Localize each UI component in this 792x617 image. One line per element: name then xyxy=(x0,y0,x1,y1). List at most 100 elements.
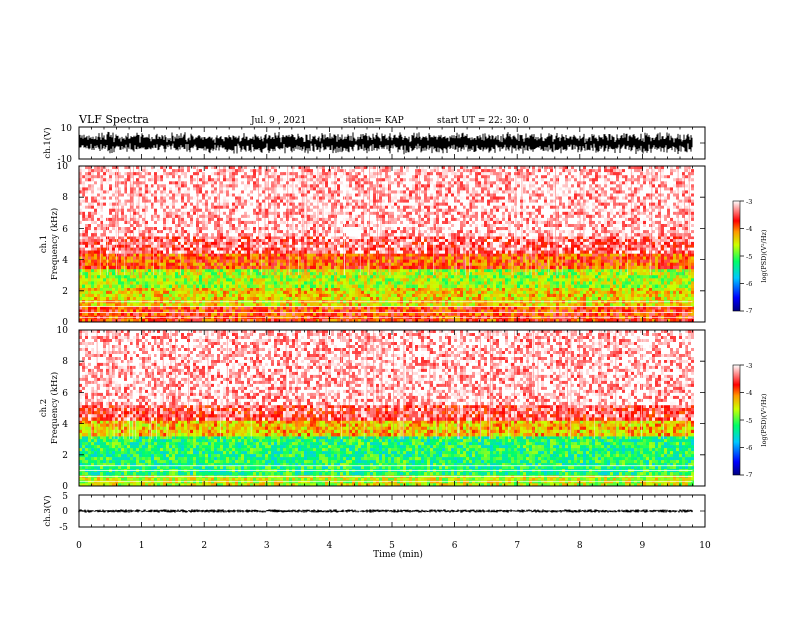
ch1-spectrogram-bands xyxy=(79,166,694,322)
ch1-spectrogram-cell xyxy=(295,294,298,297)
ch1-spectrogram-cell xyxy=(514,313,517,316)
ch1-spectrogram-cell xyxy=(94,281,97,284)
ch1-spectrogram-cell xyxy=(460,288,463,291)
ch1-spectrogram-cell xyxy=(661,313,664,316)
ch1-spectrogram-cell xyxy=(472,288,475,291)
ch1-spectrogram-cell xyxy=(91,272,94,275)
ch1-spectrogram-cell xyxy=(592,306,595,309)
ch1-spectrogram-cell xyxy=(424,313,427,316)
ch1-spectrogram-cell xyxy=(397,306,400,309)
ch1-spectrogram-cell xyxy=(133,294,136,297)
ch1-spectrogram-cell xyxy=(466,291,469,294)
ch1-spectrogram-cell xyxy=(121,269,124,272)
ch1-spectrogram-cell xyxy=(112,291,115,294)
ch1-spectrogram-cell xyxy=(376,294,379,297)
ch1-spectrogram-cell xyxy=(508,291,511,294)
ch1-spectrogram-cell xyxy=(97,291,100,294)
ch1-spectrogram-cell xyxy=(352,306,355,309)
ch1-spectrogram-cell xyxy=(97,313,100,316)
ch1-spectrogram-cell xyxy=(430,291,433,294)
ch1-spectrogram-cell xyxy=(604,306,607,309)
ch1-spectrogram-cell xyxy=(637,297,640,300)
ch1-spectrogram-cell xyxy=(199,288,202,291)
ch1-spectrogram-cell xyxy=(682,306,685,309)
ch1-spectrogram-cell xyxy=(145,278,148,281)
ch1-spectrogram-cell xyxy=(223,313,226,316)
ch1-spectrogram-cell xyxy=(160,288,163,291)
ch1-spectrogram-cell xyxy=(661,288,664,291)
ch1-spectrogram-cell xyxy=(631,288,634,291)
ch1-spectrogram-cell xyxy=(82,285,85,288)
ch1-spectrogram-cell xyxy=(184,294,187,297)
ch1-spectrogram-cell xyxy=(655,291,658,294)
ch1-spectrogram-cell xyxy=(142,272,145,275)
ch1-spectrogram-cell xyxy=(274,291,277,294)
start-time-label: start UT = 22: 30: 0 xyxy=(437,116,529,126)
ch1-spectrogram-cell xyxy=(661,294,664,297)
ch1-spectrogram-cell xyxy=(544,313,547,316)
ch1-spectrogram-cell xyxy=(415,297,418,300)
ch1-spectrogram-cell xyxy=(553,288,556,291)
ch1-spectrogram-cell xyxy=(163,294,166,297)
ch1-spectrogram-cell xyxy=(655,294,658,297)
ch1-spectrogram-cell xyxy=(91,294,94,297)
ch1-spectrogram-cell xyxy=(85,285,88,288)
ch1-spectrogram-cell xyxy=(217,306,220,309)
ch1-spectrogram-cell xyxy=(151,306,154,309)
ch1-spectrogram-cell xyxy=(613,294,616,297)
ch1-spectrogram-cell xyxy=(223,294,226,297)
ch1-spectrogram-cell xyxy=(535,288,538,291)
ch1-spectrogram-cell xyxy=(262,297,265,300)
ch1-spectrogram-cell xyxy=(685,291,688,294)
ch1-spectrogram-cell xyxy=(205,288,208,291)
ch1-spectrogram-cell xyxy=(166,297,169,300)
ch1-spectrogram-cell xyxy=(187,294,190,297)
ch1-spectrogram-cell xyxy=(577,288,580,291)
ch1-spectrogram-cell xyxy=(277,306,280,309)
ch1-spectrogram-cell xyxy=(547,291,550,294)
ch1-spectrogram-cell xyxy=(424,306,427,309)
ch1-spectrogram-cell xyxy=(88,278,91,281)
ch1-spectrogram-cell xyxy=(676,291,679,294)
ch1-spectrogram-cell xyxy=(100,294,103,297)
ch1-spectrogram-cell xyxy=(691,288,694,291)
ch1-spectrogram-cell xyxy=(619,294,622,297)
ch1-spectrogram-cell xyxy=(646,297,649,300)
ch1-spectrogram-cell xyxy=(208,291,211,294)
ch1-spectrogram-cell xyxy=(457,294,460,297)
ch1-spectrogram-cell xyxy=(484,288,487,291)
ch1-spectrogram-cell xyxy=(229,297,232,300)
ch1-spectrogram-cell xyxy=(301,291,304,294)
ch1-spectrogram-cell xyxy=(385,294,388,297)
ch1-spectrogram-cell xyxy=(88,291,91,294)
ch1-spectrogram-cell xyxy=(301,288,304,291)
ch1-spectrogram-cell xyxy=(493,313,496,316)
ch1-spectrogram-cell xyxy=(94,291,97,294)
ch1-spectrogram-cell xyxy=(238,291,241,294)
ch1-spectrogram-cell xyxy=(478,288,481,291)
ch1-spectrogram-cell xyxy=(571,294,574,297)
ch1-spectrogram-cell xyxy=(481,313,484,316)
ch1-spectrogram-cell xyxy=(355,313,358,316)
ch1-spectrogram-cell xyxy=(136,288,139,291)
ch1-spectrogram-cell xyxy=(118,313,121,316)
ch1-spectrogram-cell xyxy=(316,294,319,297)
ch1-spectrogram-cell xyxy=(472,294,475,297)
ch1-spectrogram-cell xyxy=(493,297,496,300)
ch1-spectrogram-cell xyxy=(667,306,670,309)
ch1-spectrogram-cell xyxy=(271,288,274,291)
ch1-spectrogram-cell xyxy=(121,272,124,275)
ch1-spectrogram-cell xyxy=(673,297,676,300)
ch1-spectrogram-cell xyxy=(481,297,484,300)
ch1-spectrogram-cell xyxy=(673,288,676,291)
ch1-spectrogram-cell xyxy=(91,285,94,288)
ch1-spectrogram-cell xyxy=(472,291,475,294)
ch1-spectrogram-cell xyxy=(286,288,289,291)
ch1-spectrogram-cell xyxy=(295,291,298,294)
ch1-spectrogram-cell xyxy=(385,288,388,291)
ch1-spectrogram-cell xyxy=(355,297,358,300)
ch1-spectrogram-cell xyxy=(145,275,148,278)
ch1-spectrogram-cell xyxy=(196,306,199,309)
ch1-spectrogram-cell xyxy=(112,278,115,281)
ch1-spectrogram-cell xyxy=(136,272,139,275)
